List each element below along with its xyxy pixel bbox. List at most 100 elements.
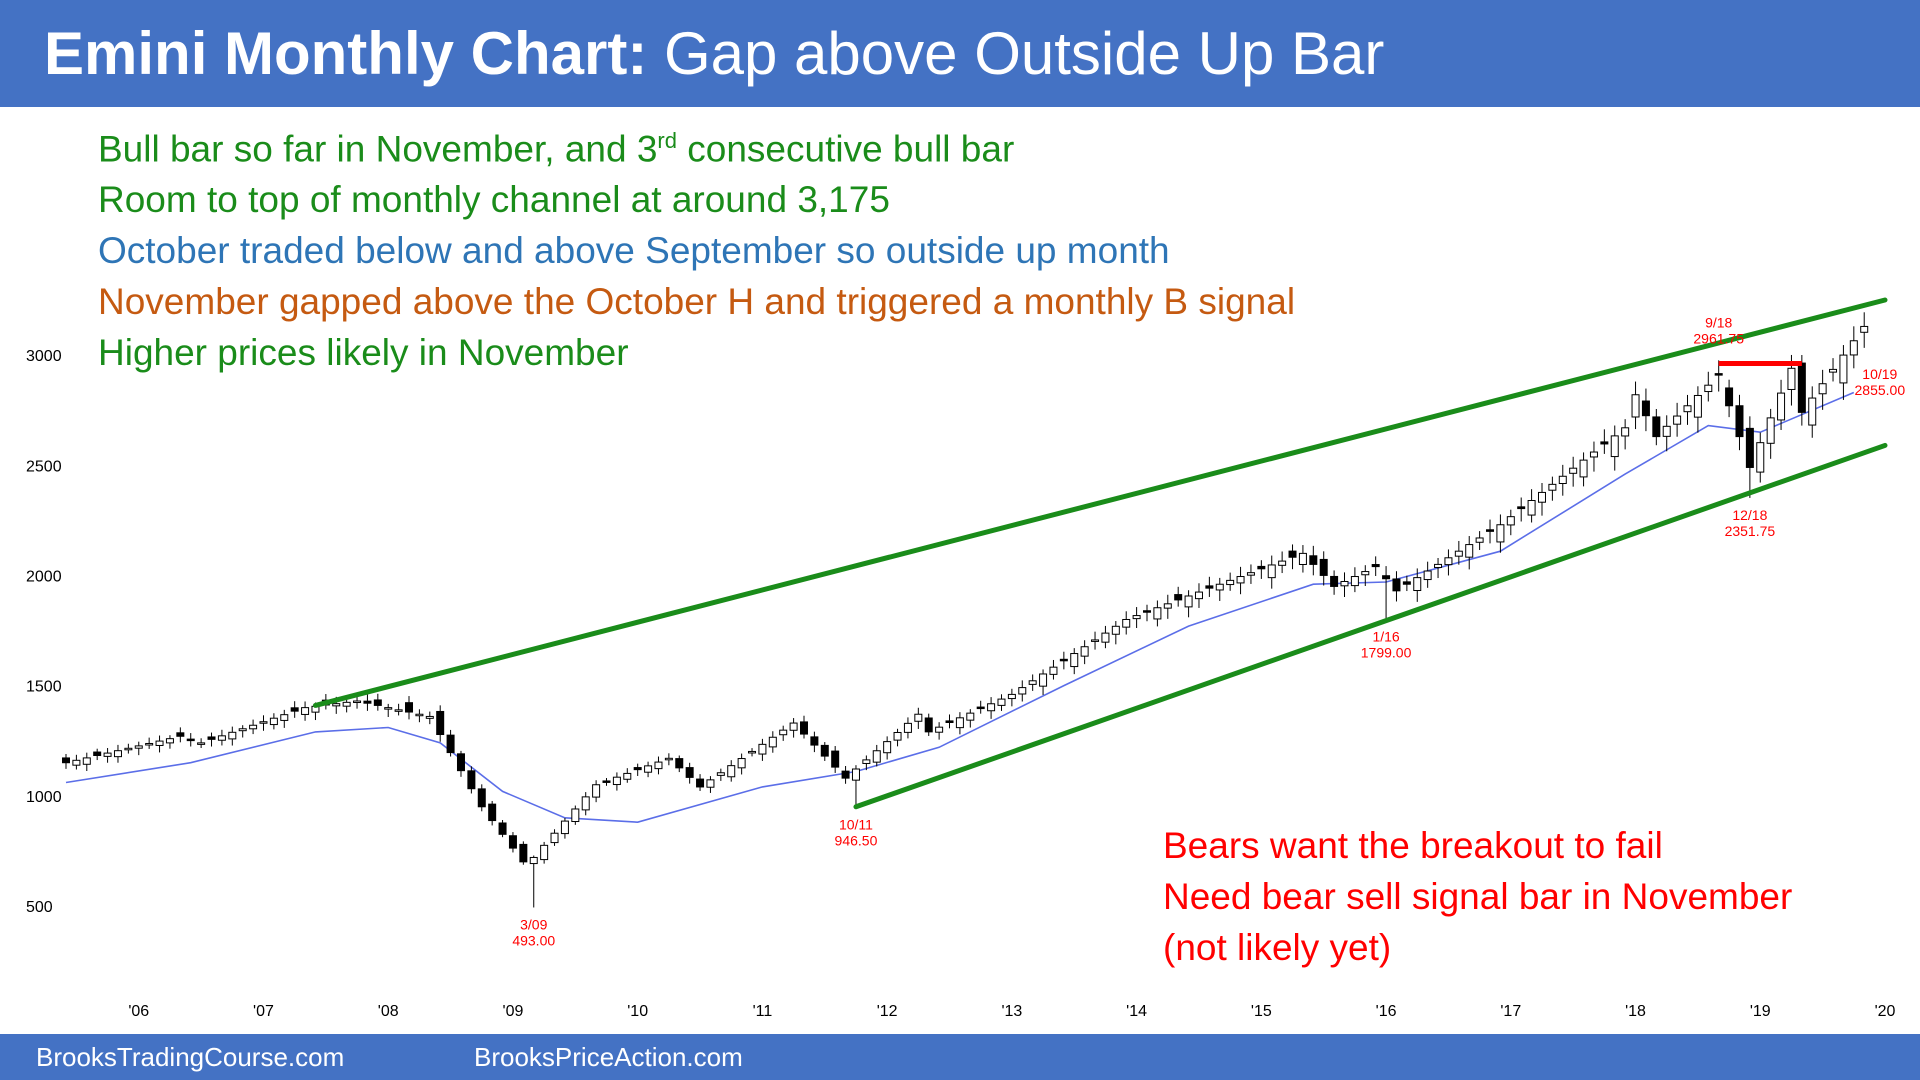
bull-candle <box>134 745 143 749</box>
bear-candle <box>1517 506 1526 510</box>
bull-candle <box>1849 340 1858 356</box>
annotation-price-label: 2855.00 <box>1855 382 1906 398</box>
bear-candle <box>1309 555 1318 565</box>
bull-candle <box>1007 693 1016 700</box>
bull-candle <box>581 796 590 811</box>
bull-candle <box>1246 572 1255 576</box>
bull-candle <box>1548 483 1557 491</box>
bear-candle <box>696 778 705 788</box>
bull-candle <box>1413 577 1422 592</box>
bull-candle <box>82 757 91 765</box>
bear-note-line-3: (not likely yet) <box>1163 927 1392 968</box>
bear-candle <box>685 767 694 778</box>
x-tick-label: '10 <box>627 1003 648 1020</box>
bull-candle <box>716 772 725 776</box>
bull-candle <box>779 729 788 736</box>
lower-channel-line <box>853 442 1888 810</box>
bull-candle <box>1444 557 1453 566</box>
bull-candle <box>1621 427 1630 437</box>
bear-candle <box>1319 558 1328 576</box>
bull-candle <box>560 820 569 835</box>
bull-candle <box>1350 576 1359 587</box>
x-tick-label: '13 <box>1001 1003 1022 1020</box>
annotation-price-label: 493.00 <box>512 932 555 948</box>
bull-candle <box>1683 405 1692 413</box>
bull-candle <box>1267 564 1276 579</box>
x-tick-label: '11 <box>753 1003 773 1020</box>
bear-candle <box>290 707 299 712</box>
bear-note-line-2: Need bear sell signal bar in November <box>1163 876 1793 917</box>
bear-candle <box>1059 658 1068 662</box>
y-tick-label: 2500 <box>26 458 62 475</box>
bull-candle <box>1693 394 1702 418</box>
bull-candle <box>1839 354 1848 384</box>
bull-candle <box>987 703 996 712</box>
bull-candle <box>1101 632 1110 643</box>
bull-candle <box>238 728 247 732</box>
bull-candle <box>1569 467 1578 474</box>
bull-candle <box>758 743 767 755</box>
footer-site-trading-course[interactable]: BrooksTradingCourse.com <box>36 1042 345 1072</box>
bear-candle <box>924 717 933 733</box>
bear-candle <box>405 702 414 713</box>
x-tick-label: '07 <box>253 1003 274 1020</box>
x-tick-label: '16 <box>1376 1003 1397 1020</box>
bear-candle <box>93 751 102 757</box>
bear-candle <box>810 736 819 746</box>
bull-candle <box>103 752 112 757</box>
page-title-bold: Emini Monthly Chart: <box>44 20 648 87</box>
bull-candle <box>1163 603 1172 609</box>
bull-candle <box>1579 459 1588 478</box>
bull-candle <box>727 765 736 778</box>
x-tick-label: '12 <box>877 1003 898 1020</box>
bull-candle <box>342 701 351 707</box>
bull-candle <box>1766 417 1775 444</box>
footer-bar: BrooksTradingCourse.com BrooksPriceActio… <box>0 1034 1920 1080</box>
bull-candle <box>1610 435 1619 458</box>
bull-candle <box>1475 537 1484 543</box>
note-line-2: Room to top of monthly channel at around… <box>98 179 890 221</box>
bull-candle <box>1132 615 1141 620</box>
bear-candle <box>675 758 684 769</box>
bear-candle <box>1745 427 1754 468</box>
bear-candle <box>436 710 445 736</box>
x-tick-label: '17 <box>1500 1003 1521 1020</box>
y-tick-label: 1500 <box>26 679 62 696</box>
bull-candle <box>269 717 278 726</box>
bull-candle <box>748 750 757 754</box>
x-tick-label: '14 <box>1126 1003 1147 1020</box>
bull-candle <box>914 713 923 722</box>
bull-candle <box>550 832 559 844</box>
bear-candle <box>363 700 372 704</box>
bull-candle <box>862 759 871 764</box>
note-line-1: Bull bar so far in November, and 3rd con… <box>98 128 1015 170</box>
bull-candle <box>935 726 944 733</box>
bear-candle <box>976 706 985 710</box>
bull-candle <box>1361 571 1370 576</box>
bull-candle <box>1631 394 1640 418</box>
bear-candle <box>519 843 528 863</box>
upper-channel-line <box>312 297 1888 708</box>
bear-candle <box>456 753 465 772</box>
bear-candle <box>1257 565 1266 570</box>
bull-candle <box>332 703 341 707</box>
bull-candle <box>259 721 268 724</box>
footer-site-price-action[interactable]: BrooksPriceAction.com <box>474 1042 743 1072</box>
bull-candle <box>768 736 777 748</box>
bull-candle <box>1704 384 1713 393</box>
bear-candle <box>1725 387 1734 407</box>
bull-candle <box>1298 552 1307 565</box>
annotation-date-label: 3/09 <box>520 916 547 932</box>
bull-candle <box>415 713 424 717</box>
bear-candle <box>799 721 808 735</box>
bull-candle <box>1080 646 1089 657</box>
bull-candle <box>1194 591 1203 600</box>
commentary-notes: Bull bar so far in November, and 3rd con… <box>98 115 1295 378</box>
bear-candle <box>1143 610 1152 613</box>
bull-candle <box>1673 415 1682 425</box>
x-tick-label: '09 <box>503 1003 524 1020</box>
bull-candle <box>1808 397 1817 426</box>
bull-candle <box>1049 666 1058 675</box>
bear-candle <box>1330 575 1339 587</box>
